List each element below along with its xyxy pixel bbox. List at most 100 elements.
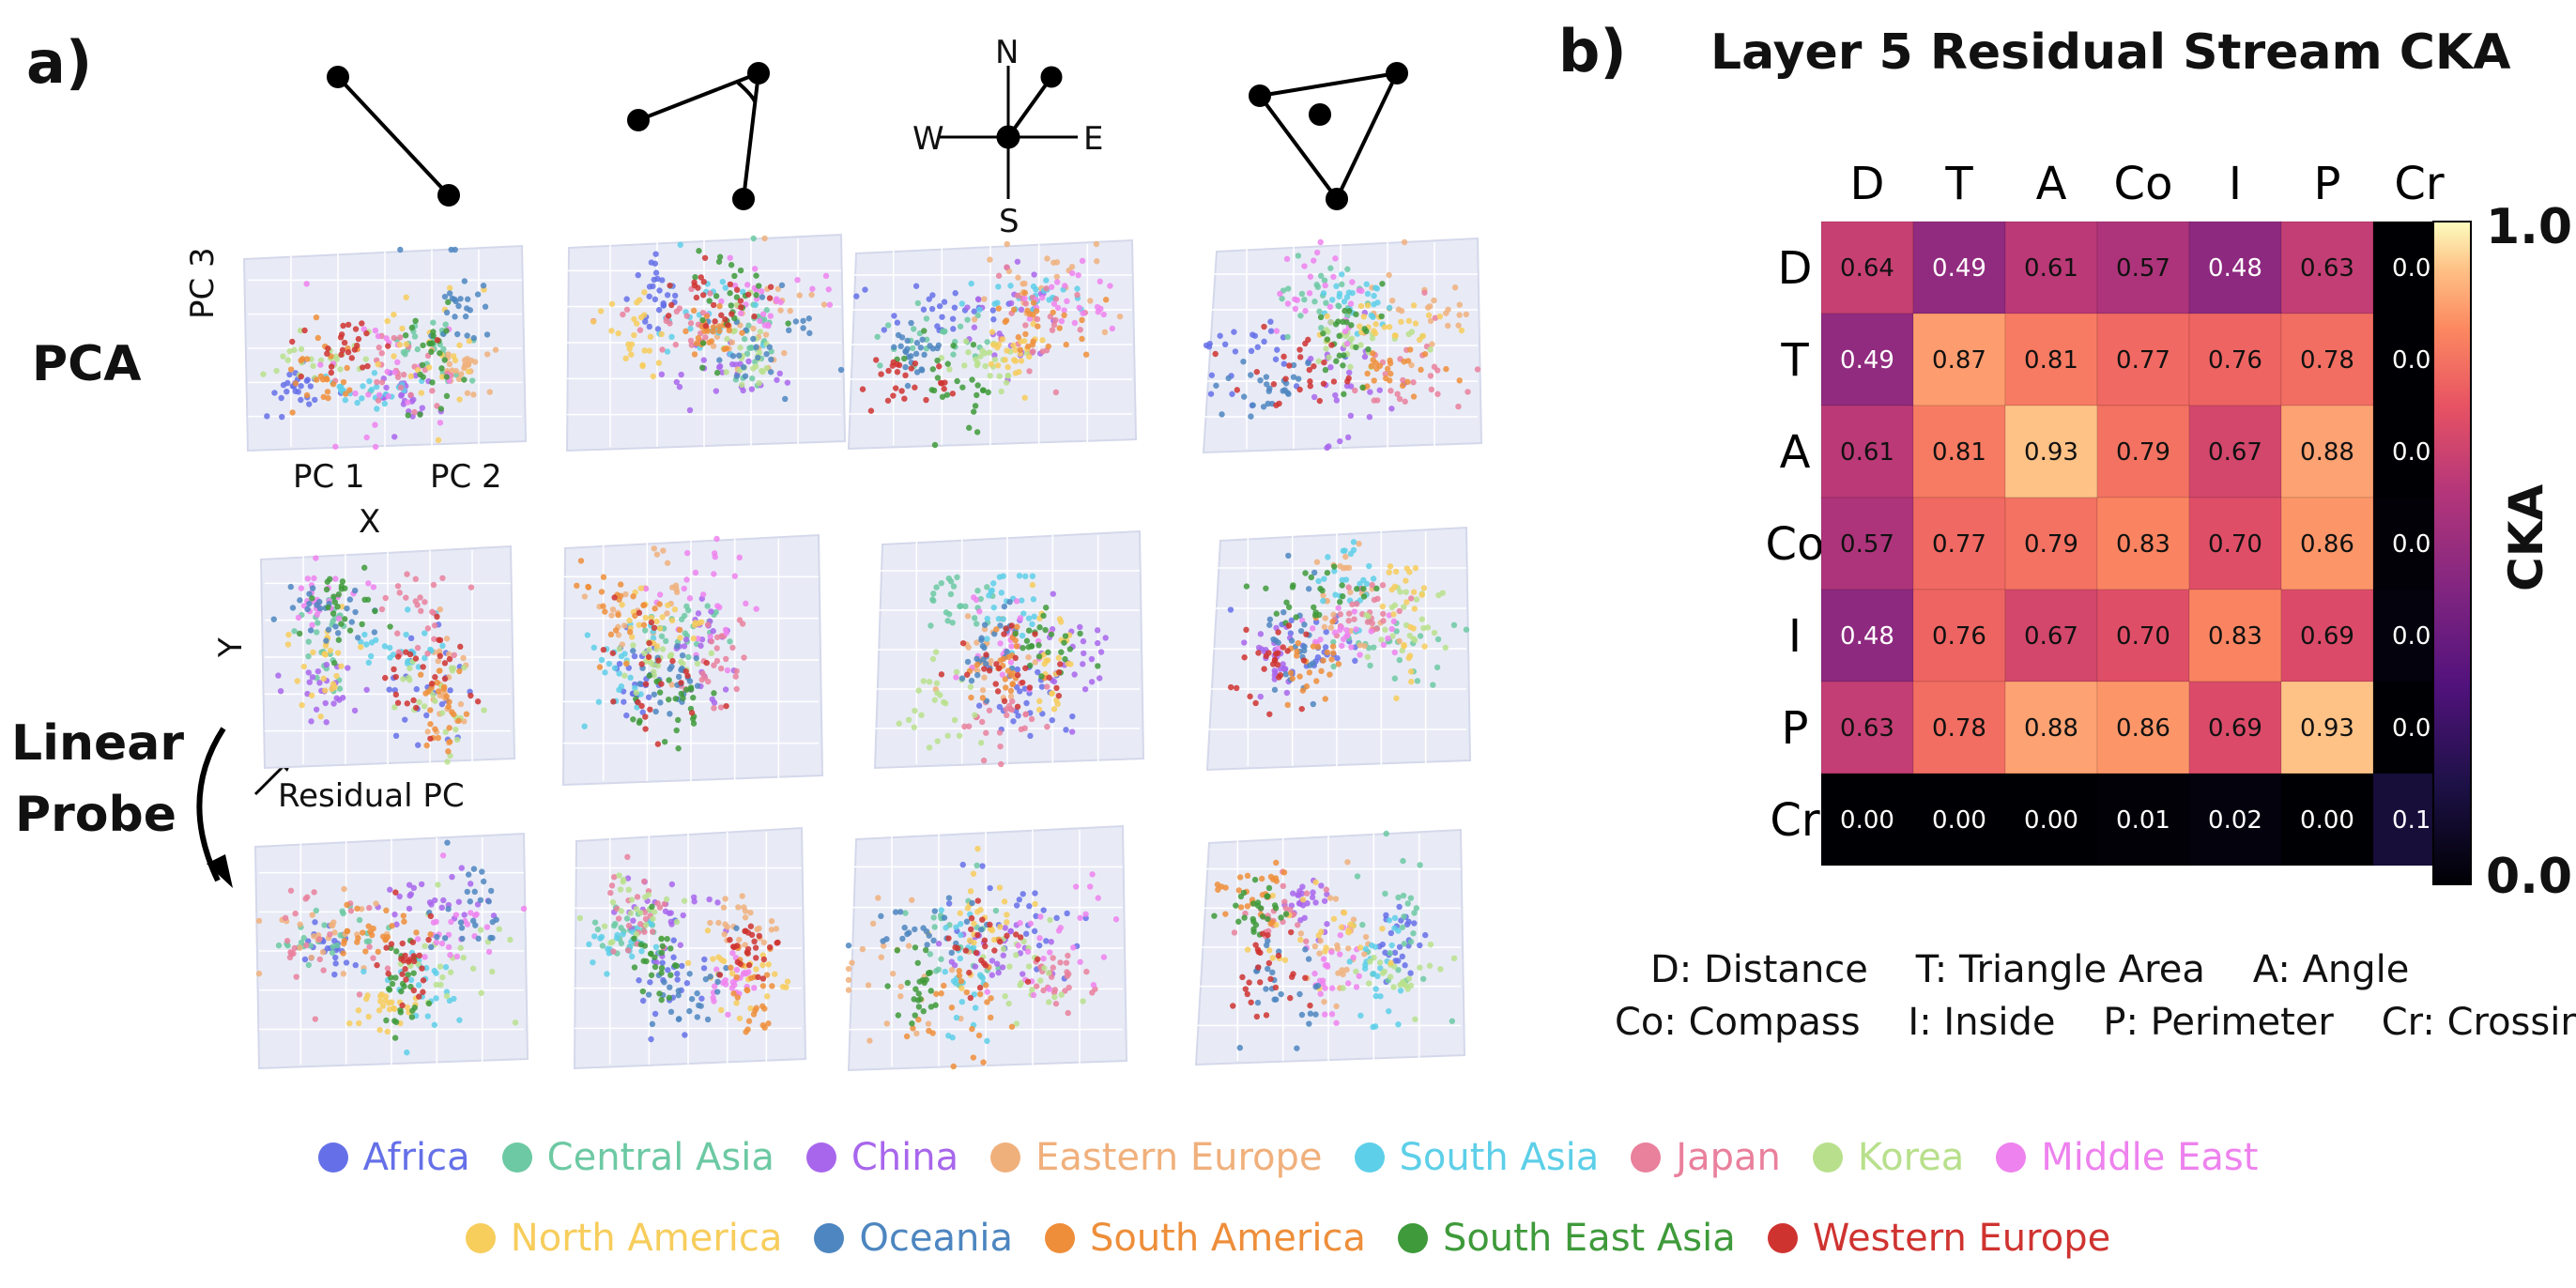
- scatter-point: [440, 685, 447, 693]
- scatter-point: [731, 328, 738, 334]
- scatter-point: [837, 366, 845, 374]
- scatter-point: [595, 698, 603, 705]
- scatter-point: [734, 958, 741, 966]
- scatter-point: [658, 633, 666, 639]
- scatter-point: [727, 638, 733, 645]
- scatter-point: [874, 333, 881, 340]
- scatter-point: [468, 910, 474, 916]
- scatter-point: [1020, 971, 1026, 977]
- scatter-point: [694, 682, 701, 689]
- scatter-point: [1014, 623, 1020, 630]
- scatter-point: [311, 575, 317, 582]
- scatter-point: [1013, 902, 1020, 909]
- scatter-point: [1323, 299, 1329, 306]
- scatter-point: [618, 925, 624, 931]
- scatter-point: [673, 308, 681, 315]
- scatter-point: [904, 337, 911, 345]
- scatter-point: [332, 443, 339, 450]
- scatter-point: [1309, 625, 1316, 632]
- scatter-point: [1330, 650, 1337, 656]
- scatter-point: [450, 665, 457, 671]
- scatter-point: [682, 328, 689, 335]
- scatter-point: [297, 944, 303, 951]
- scatter-point: [1340, 547, 1347, 554]
- scatter-point: [932, 649, 940, 655]
- scatter-point: [1386, 304, 1393, 312]
- scatter-point: [688, 710, 696, 716]
- scatter-point: [461, 278, 468, 284]
- scatter-point: [387, 886, 393, 893]
- scatter-point: [470, 866, 478, 872]
- scatter-point: [737, 345, 744, 351]
- scatter-point: [449, 873, 455, 881]
- heatmap-cell: [2004, 313, 2098, 406]
- scatter-point: [1388, 942, 1395, 949]
- scatter-point: [945, 900, 953, 907]
- scatter-point: [1424, 304, 1432, 311]
- scatter-point: [875, 895, 882, 901]
- scatter-point: [677, 635, 683, 641]
- scatter-point: [853, 293, 860, 299]
- scatter-point: [422, 630, 428, 636]
- scatter-point: [299, 701, 305, 709]
- scatter-point: [441, 935, 449, 942]
- scatter-point: [391, 369, 398, 376]
- scatter-point: [748, 974, 755, 982]
- scatter-point: [1288, 617, 1295, 624]
- scatter-point: [337, 366, 344, 373]
- scatter-point: [1281, 898, 1288, 905]
- scatter-point: [701, 328, 708, 334]
- scatter-point: [1022, 322, 1029, 329]
- scatter-point: [700, 279, 707, 285]
- scatter-point: [1095, 309, 1101, 315]
- scatter-point: [1035, 642, 1042, 649]
- heatmap-cell: [2188, 405, 2282, 498]
- scatter-point: [313, 907, 320, 914]
- scatter-point: [1334, 654, 1341, 662]
- scatter-point: [951, 304, 958, 311]
- scatter-point: [776, 370, 783, 377]
- heatmap-row-label: I: [1788, 610, 1802, 663]
- scatter-point: [637, 909, 644, 916]
- scatter-point: [679, 962, 685, 970]
- scatter-point: [442, 728, 449, 735]
- scatter-point: [680, 695, 686, 701]
- scatter-point: [710, 956, 716, 962]
- scatter-point: [335, 636, 343, 643]
- scatter-point: [1015, 333, 1022, 341]
- scatter-point: [1320, 657, 1326, 664]
- scatter-point: [445, 651, 452, 658]
- scatter-point: [958, 931, 964, 939]
- scatter-point: [1412, 1016, 1418, 1022]
- scatter-point: [734, 994, 741, 1001]
- scatter-point: [719, 278, 727, 285]
- panel-b-label: b): [1558, 17, 1627, 85]
- scatter-point: [1281, 957, 1289, 963]
- heatmap-cell: [2004, 497, 2098, 590]
- scatter-point: [1269, 919, 1276, 926]
- scatter-point: [650, 373, 656, 380]
- scatter-point: [1032, 631, 1038, 637]
- scatter-point: [666, 994, 673, 1001]
- scatter-point: [1401, 913, 1407, 920]
- scatter-point: [608, 882, 616, 889]
- scatter-point: [1040, 987, 1047, 994]
- scatter-point: [923, 336, 930, 343]
- scatter-point: [1353, 984, 1360, 990]
- scatter-point: [1413, 905, 1420, 912]
- scatter-point: [725, 322, 731, 329]
- scatter-point: [1330, 638, 1337, 646]
- scatter-point: [392, 673, 399, 681]
- scatter-point: [1050, 590, 1056, 597]
- scatter-point: [434, 679, 440, 686]
- scatter-point: [1379, 925, 1386, 932]
- scatter-point: [656, 689, 664, 696]
- scatter-point: [659, 943, 666, 949]
- scatter-point: [1320, 380, 1327, 387]
- scatter-point: [1426, 962, 1434, 969]
- scatter-point: [1296, 386, 1303, 393]
- scatter-point: [1290, 361, 1297, 369]
- scatter-point: [465, 361, 471, 368]
- scatter-point: [275, 672, 282, 679]
- angle-icon: [627, 62, 770, 210]
